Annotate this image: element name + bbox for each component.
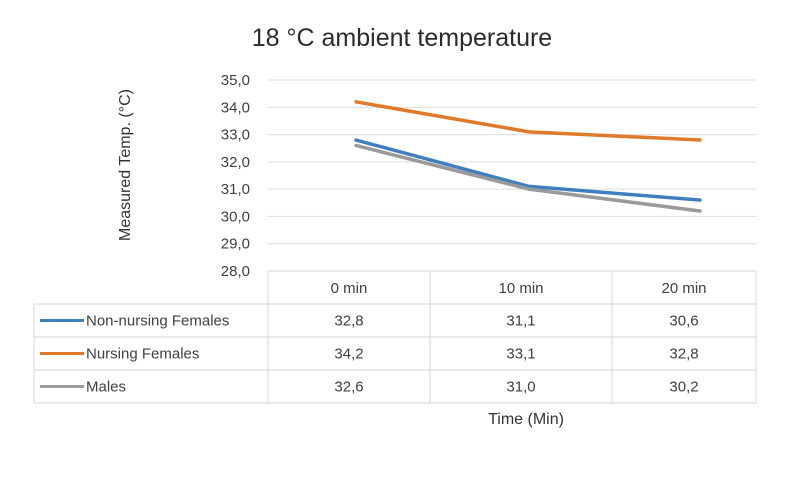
series-line	[354, 138, 702, 202]
y-axis-ticks: 28,0 29,0 30,0 31,0 32,0 33,0 34,0 35,0	[221, 72, 250, 280]
x-category-label: 0 min	[331, 280, 368, 297]
y-tick-label: 31,0	[221, 181, 250, 198]
gridlines	[268, 79, 756, 272]
data-cell: 31,0	[506, 379, 535, 396]
legend-label: Males	[86, 379, 126, 396]
y-tick-label: 29,0	[221, 236, 250, 253]
y-tick-label: 33,0	[221, 127, 250, 144]
x-category-label: 20 min	[661, 280, 706, 297]
legend-label: Non-nursing Females	[86, 313, 229, 330]
x-category-label: 10 min	[498, 280, 543, 297]
data-cell: 31,1	[506, 313, 535, 330]
y-tick-label: 30,0	[221, 208, 250, 225]
y-tick-label: 34,0	[221, 99, 250, 116]
y-axis-title: Measured Temp. (°C)	[117, 89, 134, 241]
y-tick-label: 28,0	[221, 263, 250, 280]
chart-title: 18 °C ambient temperature	[252, 24, 552, 52]
y-tick-label: 35,0	[221, 72, 250, 89]
data-cell: 32,8	[669, 346, 698, 363]
y-tick-label: 32,0	[221, 154, 250, 171]
x-axis-title: Time (Min)	[488, 411, 564, 428]
series-lines	[354, 100, 702, 213]
data-cell: 34,2	[334, 346, 363, 363]
series-line	[354, 143, 702, 213]
data-table: 0 min 10 min 20 min Non-nursing Females 32,8…	[33, 270, 757, 404]
data-cell: 30,2	[669, 379, 698, 396]
data-cell: 33,1	[506, 346, 535, 363]
data-cell: 32,8	[334, 313, 363, 330]
series-line	[354, 100, 702, 142]
data-cell: 32,6	[334, 379, 363, 396]
legend-label: Nursing Females	[86, 346, 199, 363]
data-cell: 30,6	[669, 313, 698, 330]
